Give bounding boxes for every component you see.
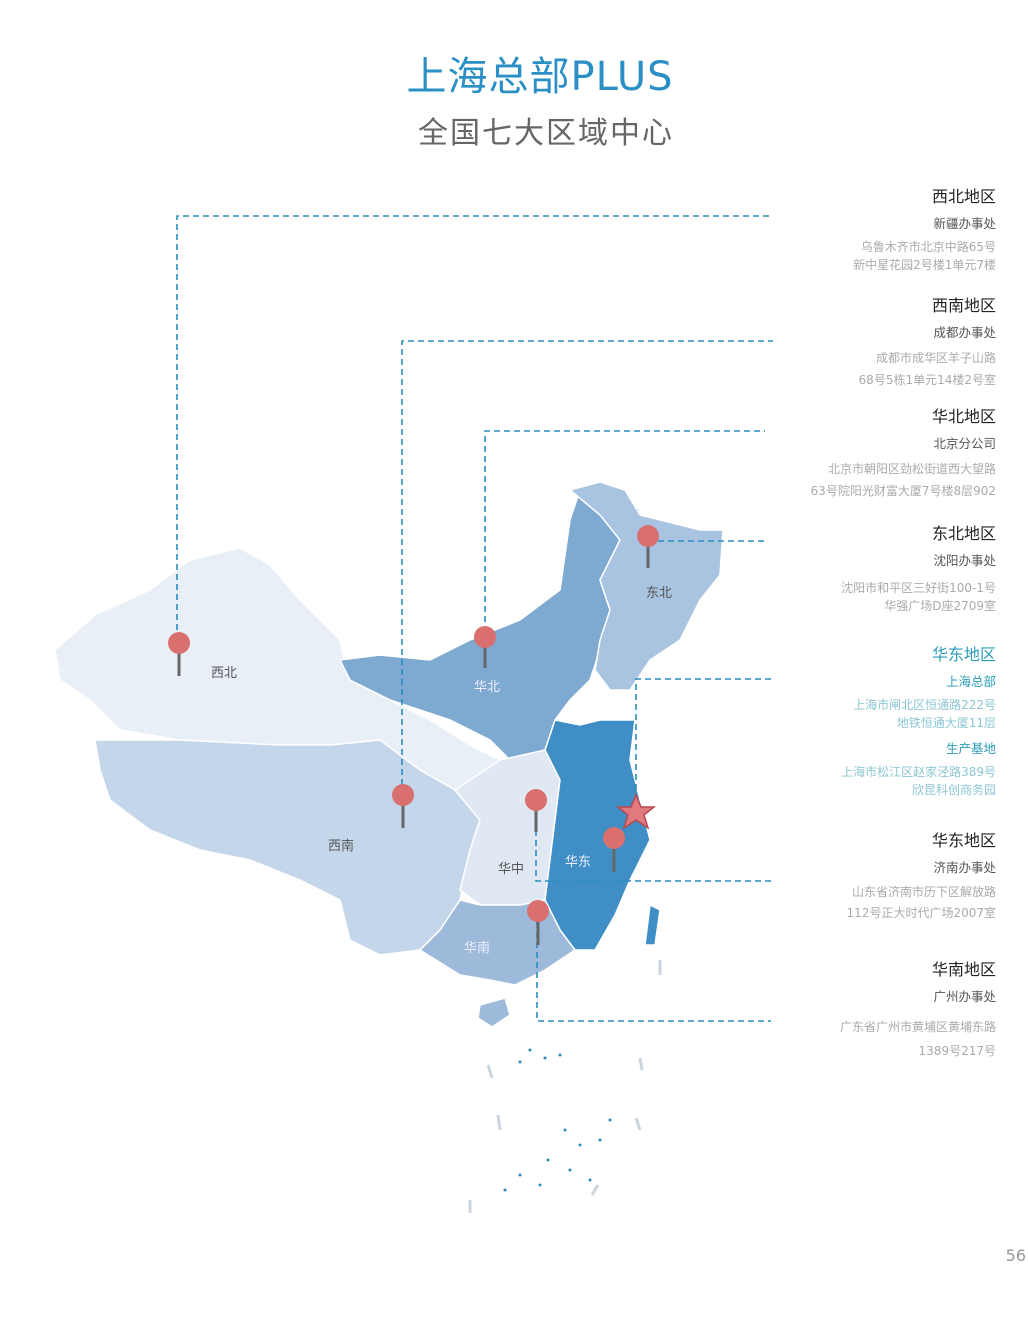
- office-address-line: 1389号217号: [918, 1044, 996, 1058]
- office-east-shanghai: 华东地区 上海总部 上海市闸北区恒通路222号 地铁恒通大厦11层 生产基地 上…: [841, 641, 996, 799]
- region-heading: 华北地区: [931, 407, 996, 426]
- office-address-line: 68号5栋1单元14楼2号室: [858, 373, 996, 387]
- office-southwest: 西南地区 成都办事处 成都市成华区羊子山路 68号5栋1单元14楼2号室: [859, 292, 996, 391]
- region-label-east: 华东: [565, 855, 591, 870]
- office-name: 北京分公司: [933, 436, 996, 451]
- office-address-line: 地铁恒通大厦11层: [896, 716, 996, 730]
- office-address-line: 华强广场D座2709室: [884, 599, 996, 613]
- pin-icon-urumqi: [168, 632, 190, 676]
- office-address-line: 新中星花园2号楼1单元7楼: [853, 258, 996, 272]
- office-name: 沈阳办事处: [933, 553, 996, 568]
- office-address-line: 沈阳市和平区三好街100-1号: [841, 581, 996, 595]
- office-north: 华北地区 北京分公司 北京市朝阳区劲松街道西大望路 63号院阳光财富大厦7号楼8…: [811, 403, 996, 502]
- connector-northwest: [176, 215, 773, 640]
- connector-east-jinan: [535, 800, 771, 882]
- office-address-line: 上海市闸北区恒通路222号: [853, 698, 996, 712]
- connector-lines: [176, 215, 773, 1022]
- office-name: 济南办事处: [933, 860, 996, 875]
- pin-icon-beijing: [474, 626, 496, 668]
- pin-icon-chengdu: [392, 784, 414, 828]
- star-icon-shanghai-hq: [615, 793, 657, 830]
- office-name: 成都办事处: [933, 325, 996, 340]
- pin-icon-guangzhou: [527, 900, 549, 945]
- connector-south: [536, 912, 771, 1022]
- pin-icon-shenyang: [637, 525, 659, 568]
- office-address-line: 北京市朝阳区劲松街道西大望路: [827, 462, 996, 476]
- office-northwest: 西北地区 新疆办事处 乌鲁木齐市北京中路65号 新中星花园2号楼1单元7楼: [853, 183, 996, 274]
- office-name: 生产基地: [945, 741, 996, 756]
- office-name: 广州办事处: [933, 989, 996, 1004]
- region-heading: 华东地区: [931, 645, 996, 664]
- page-title: 上海总部PLUS: [406, 54, 674, 100]
- region-label-central: 华中: [498, 862, 524, 877]
- office-address-line: 上海市松江区赵家泾路389号: [841, 765, 996, 779]
- page-number: 56: [1005, 1246, 1026, 1265]
- region-heading: 华东地区: [931, 831, 996, 850]
- region-heading: 东北地区: [931, 524, 996, 543]
- region-east: [544, 719, 651, 951]
- office-name: 新疆办事处: [933, 216, 996, 231]
- region-hainan: [477, 997, 511, 1028]
- office-address-line: 成都市成华区羊子山路: [875, 351, 996, 365]
- region-taiwan: [644, 903, 661, 946]
- region-labels: 西北 西南 华北 东北 华中 华东 华南: [211, 586, 672, 956]
- sea-islands: [503, 1048, 612, 1192]
- nine-dash-line: [468, 960, 662, 1213]
- office-address-line: 山东省济南市历下区解放路: [851, 885, 996, 899]
- office-name: 上海总部: [945, 674, 996, 689]
- region-label-north: 华北: [474, 680, 500, 695]
- region-label-northwest: 西北: [211, 666, 237, 681]
- pin-icon-jinan: [525, 789, 547, 832]
- connector-east-shanghai: [635, 678, 773, 810]
- region-heading: 华南地区: [931, 960, 996, 979]
- office-address-line: 广东省广州市黄埔区黄埔东路: [839, 1020, 996, 1034]
- map-regions: [54, 481, 724, 1028]
- office-east-jinan: 华东地区 济南办事处 山东省济南市历下区解放路 112号正大时代广场2007室: [847, 827, 996, 924]
- region-label-south: 华南: [464, 940, 490, 956]
- region-label-southwest: 西南: [328, 838, 354, 854]
- region-heading: 西北地区: [931, 187, 996, 206]
- office-northeast: 东北地区 沈阳办事处 沈阳市和平区三好街100-1号 华强广场D座2709室: [841, 520, 996, 615]
- location-pins: [168, 525, 659, 945]
- region-southwest: [94, 739, 481, 956]
- region-northeast: [568, 481, 724, 691]
- office-address-line: 63号院阳光财富大厦7号楼8层902: [810, 484, 996, 498]
- pin-icon-shanghai-production: [603, 827, 625, 872]
- connector-north: [484, 430, 765, 632]
- region-heading: 西南地区: [931, 296, 996, 315]
- office-address-line: 乌鲁木齐市北京中路65号: [860, 240, 996, 254]
- office-address-line: 112号正大时代广场2007室: [846, 906, 996, 920]
- office-south: 华南地区 广州办事处 广东省广州市黄埔区黄埔东路 1389号217号: [840, 956, 996, 1063]
- page-subtitle: 全国七大区域中心: [418, 116, 674, 151]
- office-address-line: 欣昆科创商务园: [911, 783, 996, 797]
- region-label-northeast: 东北: [646, 586, 672, 601]
- connector-southwest: [401, 340, 773, 795]
